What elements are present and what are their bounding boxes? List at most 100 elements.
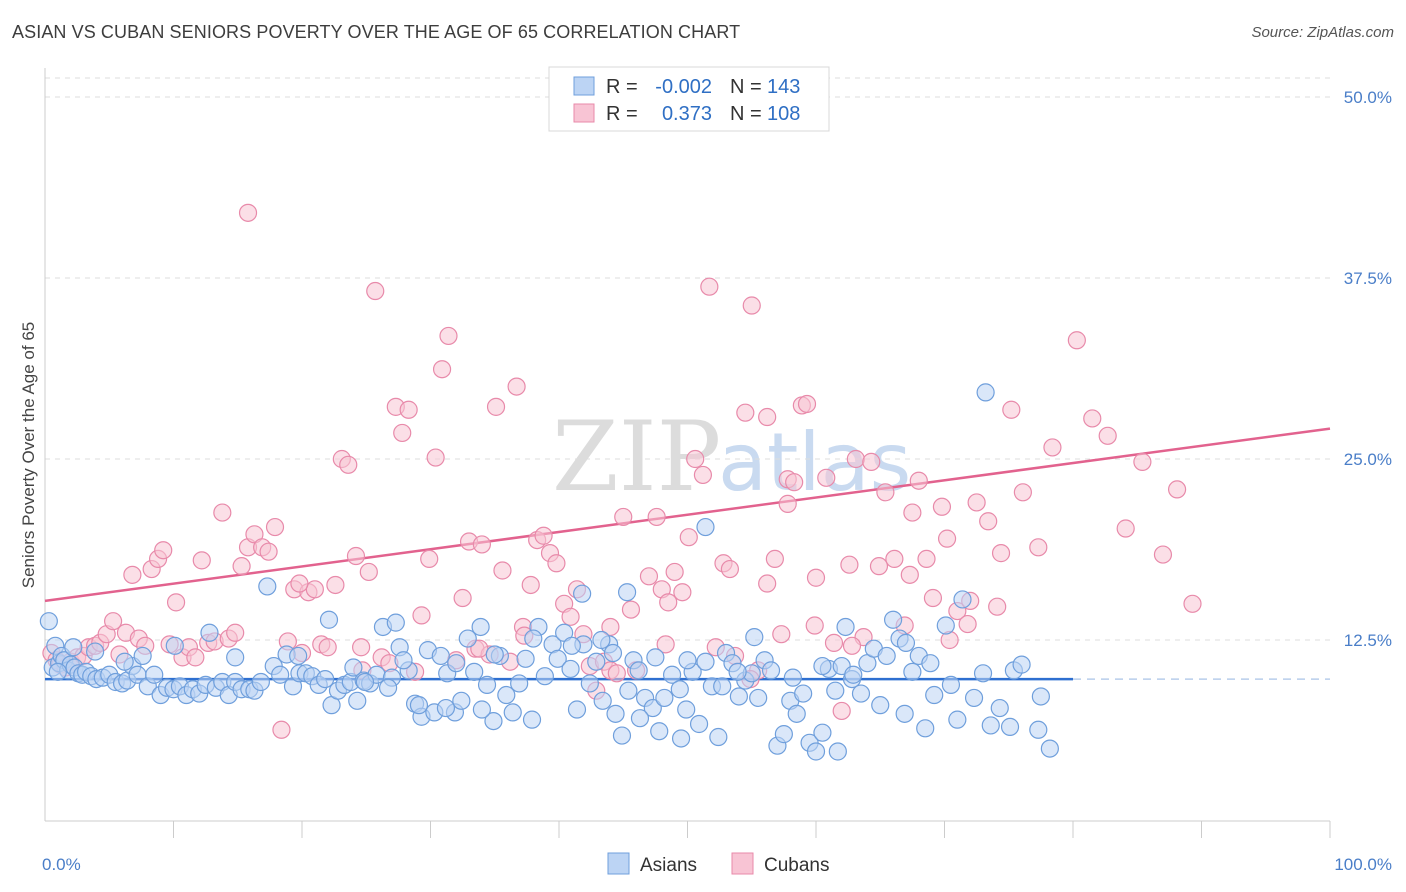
cuban-point-45 [326,575,345,595]
asian-point-99 [629,661,648,680]
asian-point-137 [877,646,896,666]
asian-point-71 [452,691,471,710]
cuban-point-144 [1098,426,1117,445]
cuban-point-122 [862,452,881,471]
cuban-point-118 [832,701,851,721]
asian-point-185 [671,729,691,748]
asian-point-84 [535,667,554,686]
asian-point-86 [548,649,567,668]
cuban-point-143 [1083,409,1102,428]
bottom-legend-swatch-cubans [731,852,754,875]
cuban-point-105 [736,403,755,422]
cuban-point-129 [917,549,936,569]
asian-point-76 [484,711,503,731]
asian-point-144 [925,685,944,705]
cuban-point-145 [1116,519,1135,538]
asian-point-192 [436,698,456,718]
asian-point-78 [497,685,516,705]
asian-point-172 [86,642,105,661]
asian-point-74 [471,617,490,637]
cuban-point-62 [439,326,458,346]
asian-point-92 [587,652,606,671]
cuban-point-78 [547,554,566,573]
asian-point-148 [981,716,1000,735]
cuban-point-11 [104,612,123,631]
asian-point-119 [761,661,781,680]
cuban-point-154 [238,203,258,222]
cuban-point-163 [937,529,957,548]
cuban-point-149 [1183,594,1202,613]
asian-point-183 [592,630,611,650]
cuban-point-147 [1153,545,1173,564]
asian-point-154 [973,664,993,683]
legend-n-label-cubans: N = [730,103,762,125]
cuban-point-125 [885,549,904,569]
asian-point-141 [903,662,922,681]
asian-point-95 [606,704,625,723]
asian-point-186 [828,742,847,761]
asian-point-179 [713,677,732,696]
asian-point-140 [896,633,916,652]
legend-n-value-cubans: 108 [767,103,800,125]
cuban-point-150 [290,574,309,593]
source-label: Source: ZipAtlas.com [1251,24,1394,41]
cuban-point-31 [232,557,251,576]
asian-point-178 [728,662,747,681]
bottom-legend-label-cubans: Cubans [764,855,830,876]
cuban-point-67 [472,535,491,554]
asian-point-133 [851,684,871,703]
legend-r-value-asians: -0.002 [655,76,712,98]
cuban-point-127 [903,503,922,522]
asian-point-146 [948,710,967,729]
cuban-point-14 [123,565,142,584]
cuban-point-114 [797,394,817,414]
asian-point-89 [567,700,587,719]
asian-point-81 [516,649,535,668]
asian-point-157 [813,656,832,676]
asian-point-72 [458,629,477,648]
cuban-point-138 [1002,400,1021,419]
cuban-point-137 [991,544,1011,563]
cuban-point-72 [507,377,526,396]
asian-point-50 [316,669,335,689]
y-tick-label-1: 25.0% [1344,450,1392,469]
asian-point-177 [745,628,764,647]
asian-point-101 [643,698,662,718]
cuban-point-25 [192,551,211,570]
legend-swatch-cubans [573,103,595,123]
cuban-point-100 [700,277,719,296]
asian-point-0 [39,612,58,631]
asian-point-40 [251,672,270,692]
cuban-point-69 [486,397,506,416]
cuban-point-146 [1133,452,1152,471]
asian-point-32 [200,623,219,642]
tick-labels: 12.5% 25.0% 37.5% 50.0% 0.0% 100.0% [42,88,1392,874]
asian-point-123 [787,704,806,723]
asian-point-131 [836,617,855,637]
cuban-point-99 [693,465,713,485]
asian-point-136 [871,696,890,715]
legend-r-label-asians: R = [606,76,638,98]
asian-point-193 [409,696,429,715]
cuban-point-28 [213,503,232,522]
asian-point-160 [646,648,665,667]
asian-point-152 [1029,720,1048,739]
cuban-point-94 [659,593,678,612]
cuban-point-130 [923,588,943,608]
cuban-point-136 [979,512,998,531]
asian-point-147 [964,688,984,708]
asian-point-68 [431,646,450,666]
cuban-point-35 [259,542,278,561]
cuban-point-76 [534,526,553,545]
cuban-point-95 [665,562,684,582]
asian-point-126 [806,742,826,761]
asian-point-170 [165,636,184,655]
cuban-point-47 [339,455,358,474]
cuban-point-80 [561,607,580,626]
asian-point-97 [619,681,638,700]
cuban-point-140 [1029,538,1048,557]
asian-point-169 [226,648,245,667]
asian-point-168 [289,646,308,666]
cuban-point-142 [1067,331,1086,350]
asian-point-124 [794,684,813,703]
